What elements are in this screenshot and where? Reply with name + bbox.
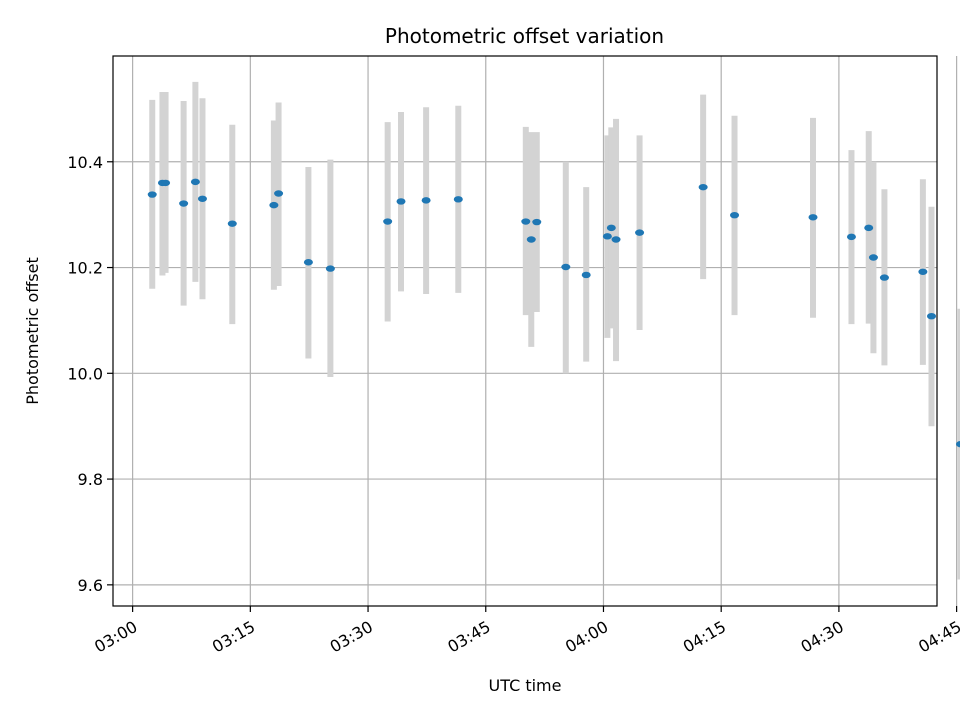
y-tick-label: 10.4 (67, 153, 103, 172)
data-point (611, 236, 621, 243)
x-tick-label: 04:45 (915, 617, 960, 657)
data-point (635, 229, 645, 236)
data-point (190, 178, 200, 186)
data-point (453, 196, 463, 203)
data-point (227, 220, 237, 227)
plot-area-frame (112, 55, 938, 607)
x-tick-label: 04:15 (680, 617, 729, 657)
x-tick-label: 04:30 (797, 617, 846, 657)
data-point (918, 268, 928, 275)
data-point (526, 236, 536, 243)
x-tick-label: 04:00 (562, 617, 611, 657)
data-point (879, 274, 889, 281)
chart-title: Photometric offset variation (385, 24, 664, 48)
x-axis-label: UTC time (489, 676, 562, 695)
data-point (581, 271, 591, 279)
data-point (927, 312, 937, 320)
data-point (561, 263, 571, 271)
data-point (421, 197, 431, 204)
data-point (396, 198, 406, 205)
data-point (956, 440, 960, 448)
data-point (303, 259, 313, 266)
y-tick-label: 10.0 (67, 364, 103, 383)
y-tick-label: 9.6 (78, 576, 103, 595)
data-point (325, 265, 335, 272)
data-point (864, 224, 874, 232)
data-point (521, 218, 531, 225)
x-tick-label: 03:00 (91, 617, 140, 657)
y-axis-label: Photometric offset (23, 257, 42, 405)
y-tick-label: 9.8 (78, 470, 103, 489)
data-point (606, 224, 616, 232)
data-point (147, 191, 157, 198)
data-point (179, 200, 189, 207)
data-point (269, 201, 279, 209)
x-tick-label: 03:45 (444, 617, 493, 657)
data-point (383, 218, 393, 225)
data-point (846, 233, 856, 241)
data-point (868, 254, 878, 261)
x-axis-ticks: 03:00 03:15 03:30 03:45 04:00 04:15 04:30 04:45… (91, 606, 960, 657)
y-tick-label: 10.2 (67, 259, 103, 278)
y-axis-ticks: 9.6 9.8 10.0 10.2 10.4 (67, 153, 113, 595)
x-tick-label: 03:30 (327, 617, 376, 657)
data-point (698, 183, 708, 191)
data-point (602, 233, 612, 240)
data-point (274, 190, 284, 197)
data-points (147, 178, 960, 448)
x-tick-label: 03:15 (209, 617, 258, 657)
data-point (161, 179, 171, 187)
data-point (730, 211, 740, 219)
data-point (808, 214, 818, 221)
data-point (532, 218, 542, 226)
data-point (197, 195, 207, 202)
